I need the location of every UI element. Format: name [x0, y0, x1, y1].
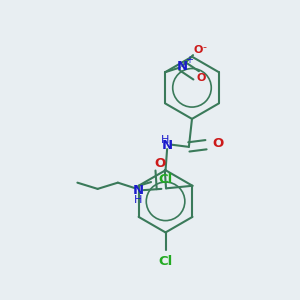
Text: O: O	[196, 74, 206, 83]
Text: +: +	[185, 56, 193, 65]
Text: Cl: Cl	[158, 255, 173, 268]
Text: N: N	[133, 184, 144, 197]
Text: O: O	[154, 158, 166, 170]
Text: O: O	[212, 137, 224, 150]
Text: -: -	[202, 42, 207, 52]
Text: H: H	[134, 195, 142, 206]
Text: H: H	[161, 135, 170, 145]
Text: O: O	[193, 46, 202, 56]
Text: N: N	[161, 139, 173, 152]
Text: Cl: Cl	[159, 173, 173, 186]
Text: N: N	[177, 59, 188, 73]
